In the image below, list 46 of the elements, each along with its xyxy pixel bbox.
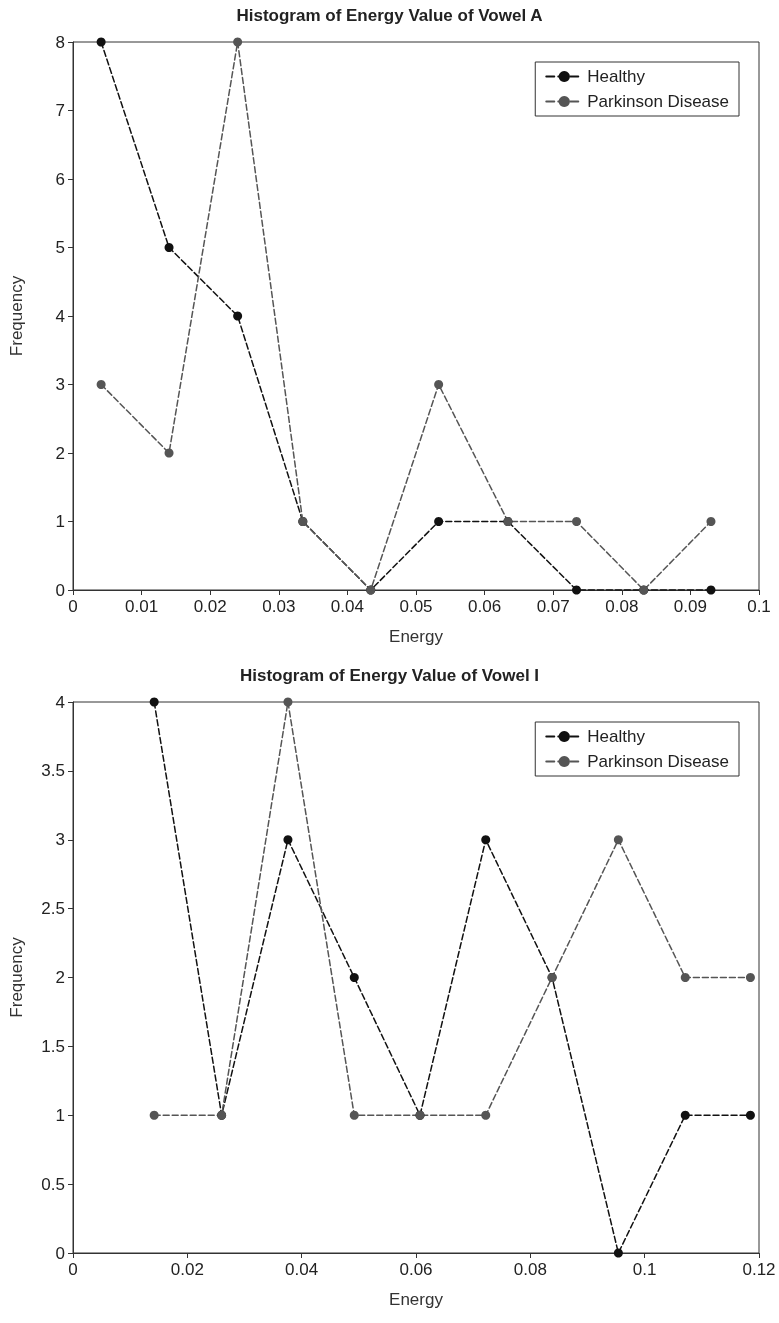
x-tick-label: 0.08 xyxy=(513,1260,547,1279)
y-axis-title: Frequency xyxy=(7,275,26,357)
legend-label: Parkinson Disease xyxy=(587,92,730,111)
chart-title: Histogram of Energy Value of Vowel A xyxy=(236,6,543,25)
y-tick-label: 0 xyxy=(55,1243,65,1263)
x-tick-label: 0.04 xyxy=(330,597,364,616)
y-tick-label: 2 xyxy=(55,968,65,987)
legend-label: Parkinson Disease xyxy=(587,752,730,771)
y-axis-title: Frequency xyxy=(7,936,26,1018)
y-tick-label: 3.5 xyxy=(41,761,65,781)
x-tick-label: 0.1 xyxy=(747,597,771,616)
y-tick-label: 3 xyxy=(55,375,65,394)
y-tick-label: 3 xyxy=(55,830,65,850)
y-tick-label: 5 xyxy=(55,238,65,257)
x-tick-label: 0.08 xyxy=(605,597,639,616)
x-axis-title: Energy xyxy=(389,627,444,646)
legend-label: Healthy xyxy=(587,727,646,746)
x-tick-label: 0.12 xyxy=(742,1260,776,1279)
legend-label: Healthy xyxy=(587,67,646,86)
x-tick-label: 0.04 xyxy=(285,1260,319,1279)
chart-title: Histogram of Energy Value of Vowel I xyxy=(239,666,540,685)
x-tick-label: 0.02 xyxy=(170,1260,204,1279)
y-tick-label: 2.5 xyxy=(41,899,65,919)
x-tick-label: 0 xyxy=(68,597,78,616)
y-tick-label: 1 xyxy=(55,1105,65,1125)
x-tick-label: 0.06 xyxy=(468,597,502,616)
x-tick-label: 0.06 xyxy=(399,1260,433,1279)
x-tick-label: 0.09 xyxy=(673,597,707,616)
x-tick-label: 0.07 xyxy=(536,597,570,616)
x-tick-label: 0.1 xyxy=(632,1260,657,1279)
y-tick-label: 7 xyxy=(55,101,65,120)
x-tick-label: 0.03 xyxy=(262,597,296,616)
y-tick-label: 2 xyxy=(55,443,65,463)
y-tick-label: 1.5 xyxy=(41,1036,65,1056)
y-tick-label: 6 xyxy=(55,169,65,189)
x-tick-label: 0.01 xyxy=(125,597,159,616)
x-axis-title: Energy xyxy=(389,1290,444,1309)
x-tick-label: 0 xyxy=(68,1260,78,1279)
y-tick-label: 0.5 xyxy=(41,1174,65,1194)
y-tick-label: 4 xyxy=(55,692,65,712)
y-tick-label: 4 xyxy=(55,306,65,326)
x-tick-label: 0.05 xyxy=(399,597,433,616)
y-tick-label: 8 xyxy=(55,32,65,52)
x-tick-label: 0.02 xyxy=(193,597,227,616)
y-tick-label: 1 xyxy=(55,512,65,531)
y-tick-label: 0 xyxy=(55,580,65,600)
